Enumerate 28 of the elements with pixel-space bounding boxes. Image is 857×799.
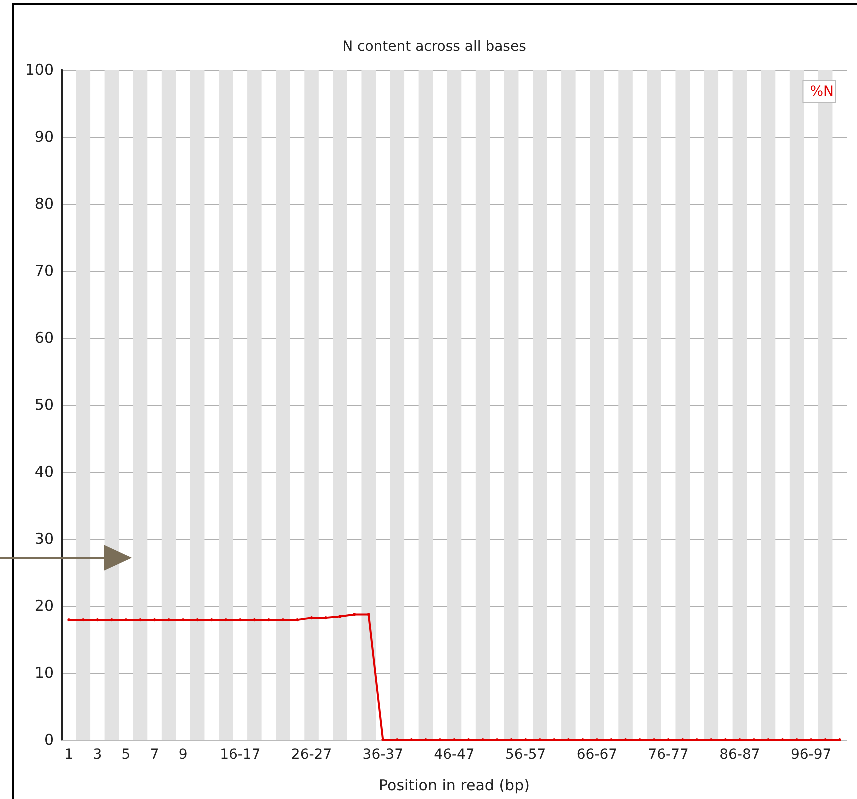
y-tick-label: 0 xyxy=(44,731,54,749)
x-tick-label: 46-47 xyxy=(434,747,475,763)
y-tick-label: 20 xyxy=(34,597,54,615)
x-tick-label: 56-57 xyxy=(506,747,546,763)
x-tick-label: 16-17 xyxy=(220,747,261,763)
x-tick-label: 3 xyxy=(93,747,102,763)
y-tick-label: 100 xyxy=(25,61,54,79)
y-tick-label: 40 xyxy=(34,463,54,481)
x-tick-label: 86-87 xyxy=(720,747,760,763)
x-tick-label: 7 xyxy=(150,747,160,763)
chart-title: N content across all bases xyxy=(342,39,526,55)
y-tick-label: 70 xyxy=(34,262,54,280)
y-tick-label: 80 xyxy=(34,195,54,213)
x-tick-label: 76-77 xyxy=(648,747,689,763)
x-tick-label: 66-67 xyxy=(576,747,618,763)
y-tick-label: 10 xyxy=(34,664,54,682)
y-tick-label: 30 xyxy=(34,530,54,548)
x-tick-label: 1 xyxy=(64,747,74,763)
x-tick-label: 26-27 xyxy=(291,747,332,763)
x-tick-label: 36-37 xyxy=(362,747,404,763)
x-tick-label: 5 xyxy=(122,747,131,763)
text: %N xyxy=(810,84,834,100)
x-axis-title: Position in read (bp) xyxy=(379,776,530,794)
x-tick-label: 96-97 xyxy=(790,747,832,763)
y-tick-label: 60 xyxy=(34,329,54,347)
y-tick-label: 90 xyxy=(34,128,54,146)
x-tick-label: 9 xyxy=(178,747,188,763)
y-tick-label: 50 xyxy=(34,396,54,414)
